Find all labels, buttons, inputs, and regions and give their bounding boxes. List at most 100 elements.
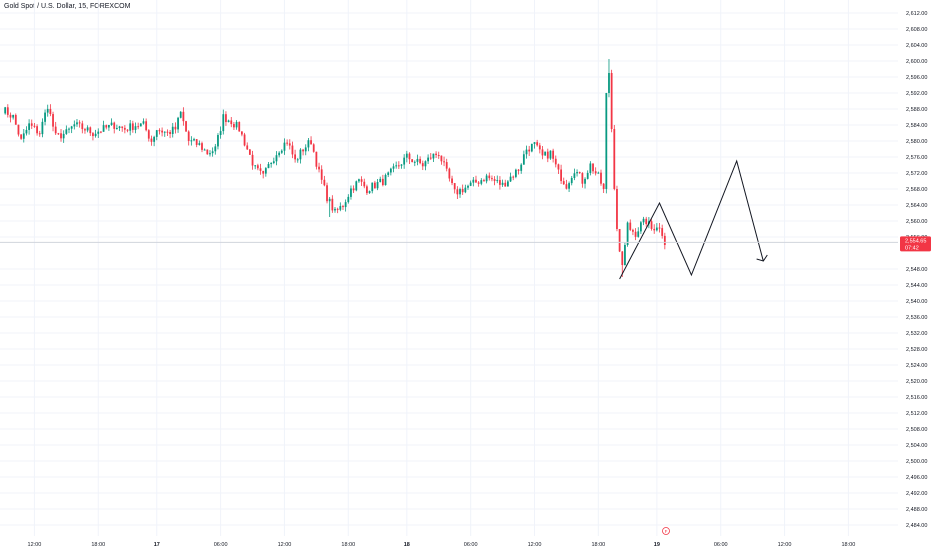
candle — [379, 176, 382, 183]
y-tick-label: 2,548.00 — [906, 267, 927, 273]
candle — [44, 109, 46, 126]
zigzag-forecast-line[interactable] — [619, 159, 764, 280]
y-tick-label: 2,564.00 — [906, 203, 927, 209]
candle — [618, 228, 621, 253]
y-tick-label: 2,604.00 — [906, 43, 927, 49]
candle — [629, 219, 632, 232]
candle — [538, 142, 541, 154]
candle — [323, 175, 326, 187]
candle — [358, 178, 360, 183]
candle — [302, 148, 304, 156]
candle — [568, 181, 570, 193]
event-marker-label: F — [665, 529, 668, 534]
candle — [185, 120, 187, 132]
candle — [9, 112, 12, 123]
candle — [525, 145, 528, 159]
candle — [416, 154, 419, 166]
candle — [475, 175, 477, 183]
candle — [512, 175, 515, 181]
candle — [650, 219, 653, 231]
candle — [472, 177, 475, 187]
x-tick-label: 18:00 — [841, 542, 855, 548]
candle — [565, 179, 568, 190]
candle — [275, 151, 278, 166]
candle — [182, 107, 185, 126]
candle — [621, 251, 624, 277]
candle — [663, 232, 666, 250]
y-tick-label: 2,608.00 — [906, 27, 927, 33]
economic-event-flag-icon[interactable]: F — [662, 527, 670, 535]
y-tick-label: 2,560.00 — [906, 219, 927, 225]
candle — [153, 135, 156, 147]
candle — [49, 104, 52, 117]
candle — [256, 163, 259, 171]
candle — [25, 126, 28, 136]
y-tick-label: 2,612.00 — [906, 11, 927, 17]
candle — [304, 144, 307, 156]
candle — [536, 139, 539, 147]
candle — [307, 137, 310, 152]
candle — [20, 134, 23, 140]
candle — [576, 169, 578, 177]
candle — [464, 184, 467, 194]
candle — [501, 179, 504, 187]
x-tick-label: 18:00 — [91, 542, 105, 548]
candle — [227, 119, 230, 123]
candle — [142, 118, 145, 125]
y-tick-label: 2,492.00 — [906, 491, 927, 497]
candle — [219, 126, 222, 139]
candle — [381, 174, 384, 187]
candle — [624, 242, 626, 266]
candle — [86, 125, 89, 133]
candle — [570, 175, 573, 186]
candle — [169, 129, 171, 139]
candle — [17, 124, 20, 137]
candle — [121, 126, 124, 132]
candle — [387, 171, 390, 178]
candle — [264, 167, 267, 177]
y-tick-label: 2,544.00 — [906, 283, 927, 289]
candle — [496, 175, 499, 184]
candle — [541, 145, 544, 160]
y-tick-label: 2,588.00 — [906, 107, 927, 113]
candle — [33, 123, 36, 128]
candle — [115, 124, 118, 130]
candle — [637, 227, 640, 238]
y-tick-label: 2,596.00 — [906, 75, 927, 81]
x-tick-label: 17 — [154, 542, 160, 548]
x-tick-label: 12:00 — [278, 542, 292, 548]
price-axis[interactable]: 2,612.00 2,608.00 2,604.00 2,600.00 2,596.00… — [906, 11, 927, 529]
candle — [320, 165, 323, 184]
candle — [626, 221, 629, 247]
candle — [384, 173, 387, 186]
candle — [655, 223, 658, 232]
candle — [241, 131, 243, 137]
candle — [374, 180, 376, 189]
candle — [60, 129, 62, 142]
candle — [360, 176, 363, 186]
candle — [299, 148, 302, 164]
candle — [419, 156, 422, 165]
candle — [573, 168, 576, 181]
y-tick-label: 2,504.00 — [906, 443, 927, 449]
candle — [84, 127, 86, 134]
candle — [477, 181, 480, 187]
candle — [288, 139, 291, 150]
candle — [456, 186, 459, 199]
candle — [520, 163, 523, 174]
candle — [294, 149, 296, 163]
candle — [105, 124, 108, 130]
candle — [344, 199, 347, 212]
candle — [528, 145, 531, 156]
candle — [315, 151, 318, 170]
candle — [451, 175, 453, 186]
y-tick-label: 2,532.00 — [906, 331, 927, 337]
y-tick-label: 2,508.00 — [906, 427, 927, 433]
candle — [203, 148, 206, 151]
candle — [177, 116, 179, 133]
y-tick-label: 2,540.00 — [906, 299, 927, 305]
time-axis[interactable]: 12:00 18:00 17 06:00 12:00 18:00 18 06:00 12:00 1… — [28, 542, 856, 548]
candle — [243, 132, 246, 147]
forecast-drawing[interactable] — [619, 159, 768, 280]
